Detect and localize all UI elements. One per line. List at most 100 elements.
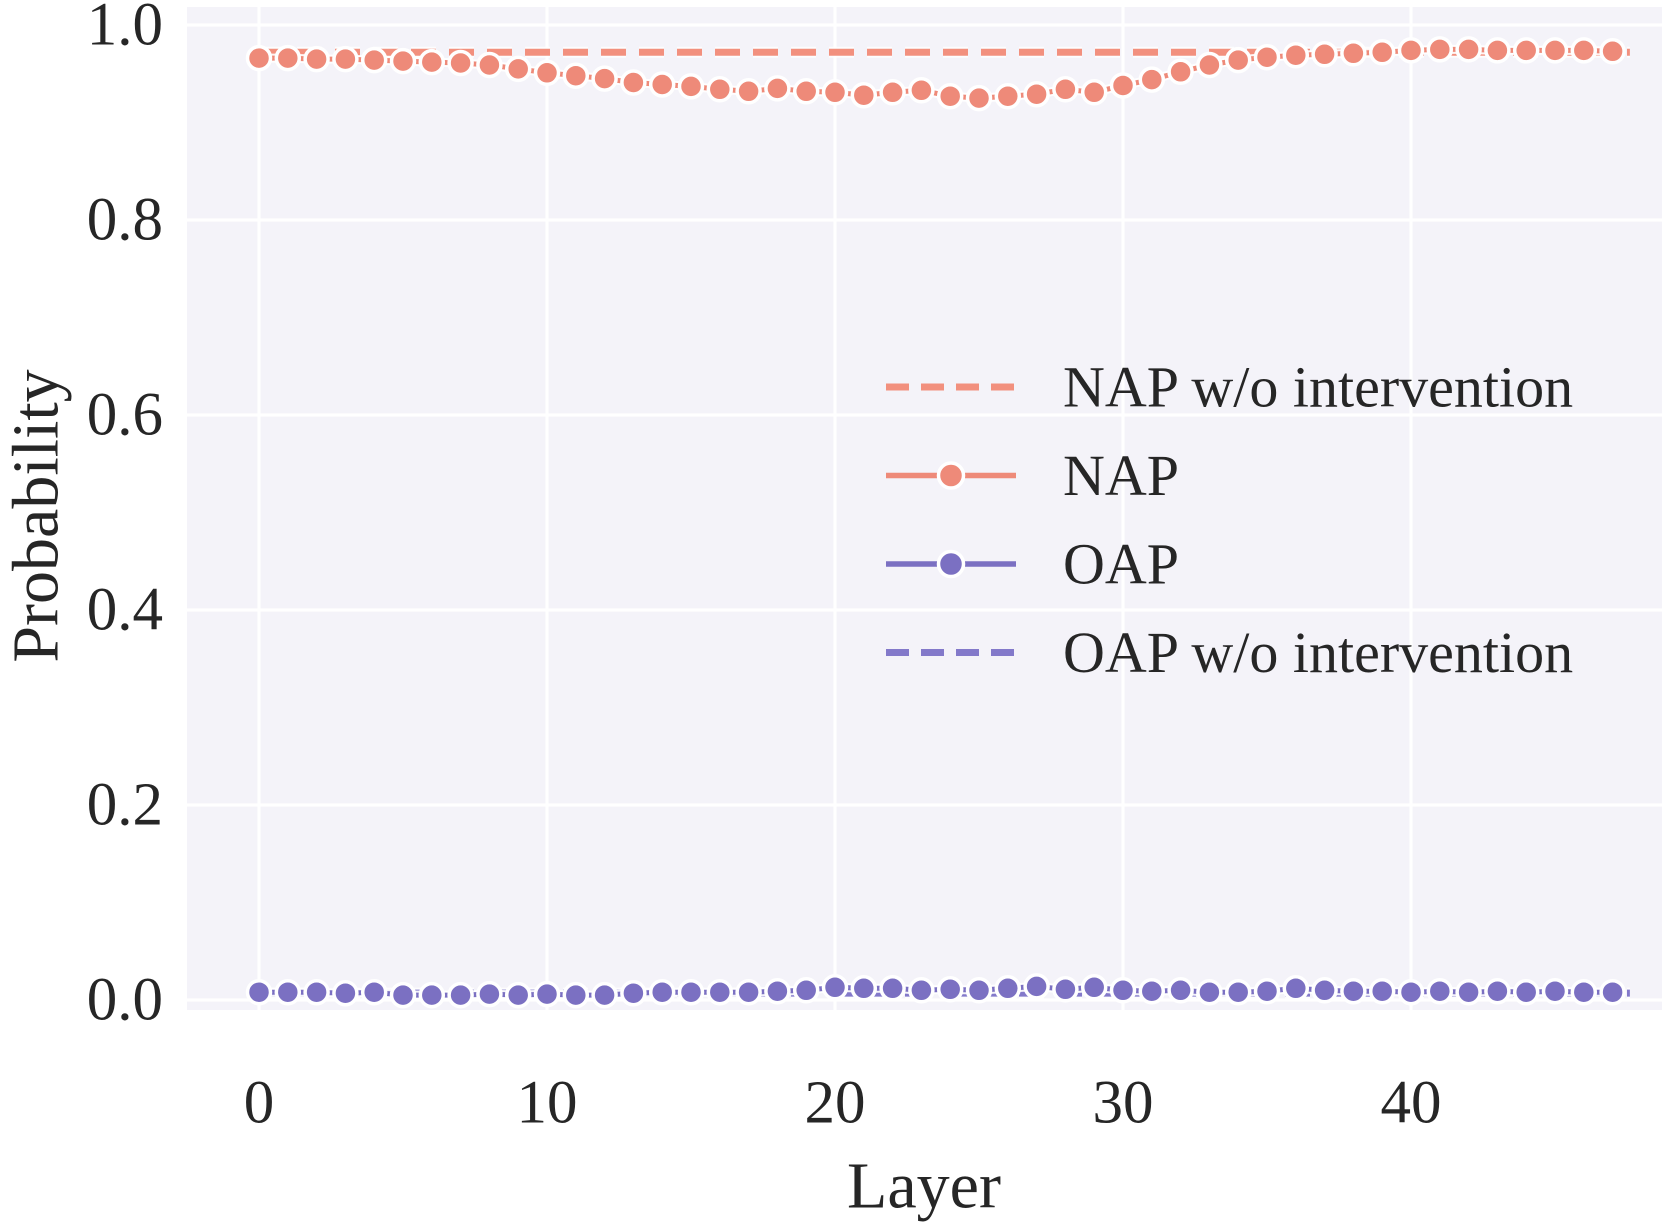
data-point-marker	[418, 48, 446, 76]
data-point-marker	[879, 79, 906, 106]
data-point-marker	[648, 978, 676, 1006]
data-point-marker	[332, 45, 359, 73]
data-point-marker	[274, 978, 302, 1006]
data-point-marker	[1138, 977, 1166, 1005]
data-point-marker	[245, 978, 273, 1006]
data-point-marker	[706, 76, 734, 103]
data-point-marker	[360, 978, 388, 1006]
x-tick-label: 40	[1381, 1070, 1442, 1137]
data-point-marker	[1224, 46, 1252, 74]
data-point-marker	[1080, 79, 1108, 106]
series-oap	[245, 973, 1626, 1009]
data-point-marker	[1512, 37, 1540, 64]
data-point-marker	[994, 82, 1022, 110]
data-point-marker	[1109, 977, 1137, 1004]
data-point-marker	[360, 46, 388, 74]
data-point-marker	[1253, 43, 1281, 71]
data-point-marker	[1455, 978, 1482, 1006]
data-point-marker	[1397, 978, 1425, 1006]
x-axis-label: Layer	[847, 1150, 1001, 1223]
x-tick-label: 10	[517, 1070, 578, 1137]
legend-label: NAP w/o intervention	[1063, 355, 1573, 420]
legend-label: OAP w/o intervention	[1063, 620, 1573, 685]
data-point-marker	[447, 49, 474, 77]
data-point-marker	[1052, 76, 1079, 103]
x-tick-label: 30	[1093, 1070, 1154, 1137]
legend-item-oap: OAP	[886, 532, 1179, 597]
legend-marker-sample	[936, 549, 966, 579]
data-point-marker	[1138, 66, 1166, 93]
data-point-marker	[591, 981, 618, 1009]
data-point-marker	[562, 62, 590, 89]
data-point-marker	[908, 77, 935, 104]
data-point-marker	[1080, 974, 1108, 1001]
x-tick-label: 20	[805, 1070, 866, 1137]
data-point-marker	[389, 981, 417, 1009]
legend-item-oap-w-o-intervention: OAP w/o intervention	[886, 620, 1573, 685]
plot-area	[187, 7, 1662, 1010]
data-point-marker	[1484, 37, 1511, 64]
data-point-marker	[1196, 978, 1223, 1006]
data-point-marker	[1311, 41, 1338, 68]
data-point-marker	[562, 981, 590, 1009]
data-point-marker	[1426, 36, 1454, 63]
data-point-marker	[792, 977, 820, 1004]
data-point-marker	[879, 975, 906, 1002]
data-point-marker	[533, 980, 561, 1008]
data-series	[245, 36, 1630, 1009]
data-point-marker	[1253, 977, 1281, 1005]
y-tick-label: 1.0	[87, 0, 163, 59]
data-point-marker	[1167, 977, 1194, 1004]
data-point-marker	[1512, 978, 1540, 1006]
legend-label: OAP	[1063, 532, 1179, 597]
data-point-marker	[1368, 39, 1396, 66]
data-point-marker	[965, 84, 993, 112]
data-point-marker	[1368, 977, 1396, 1005]
data-point-marker	[447, 981, 474, 1009]
data-point-marker	[1311, 977, 1338, 1004]
y-axis-label: Probability	[0, 369, 73, 662]
data-point-marker	[504, 981, 532, 1009]
data-point-marker	[476, 51, 503, 79]
data-point-marker	[476, 980, 503, 1008]
data-point-marker	[936, 976, 964, 1003]
data-point-marker	[735, 978, 762, 1006]
y-tick-label: 0.2	[87, 772, 163, 839]
y-axis-tick-labels: 0.0 0.2 0.4 0.6 0.8 1.0	[87, 0, 163, 1034]
data-point-marker	[1570, 37, 1598, 64]
data-point-marker	[792, 78, 820, 105]
y-tick-label: 0.4	[87, 577, 163, 644]
data-point-marker	[591, 65, 618, 92]
data-point-marker	[1340, 40, 1367, 67]
data-point-marker	[1426, 977, 1454, 1005]
data-point-marker	[533, 59, 561, 87]
data-point-marker	[1541, 977, 1569, 1005]
data-point-marker	[850, 975, 878, 1002]
data-point-marker	[1397, 37, 1425, 64]
data-point-marker	[1570, 978, 1598, 1006]
legend-item-nap: NAP	[886, 443, 1179, 508]
data-point-marker	[1599, 978, 1626, 1006]
x-axis-tick-labels: 0 10 20 30 40	[244, 1070, 1442, 1137]
data-point-marker	[504, 55, 532, 83]
data-point-marker	[1599, 38, 1626, 65]
data-point-marker	[677, 73, 705, 100]
data-point-marker	[1541, 37, 1569, 64]
data-point-marker	[908, 977, 935, 1004]
data-point-marker	[1484, 977, 1511, 1005]
data-point-marker	[1167, 58, 1194, 86]
data-point-marker	[1023, 973, 1050, 1000]
data-point-marker	[1196, 51, 1223, 79]
data-point-marker	[706, 978, 734, 1006]
gridlines	[187, 7, 1662, 1010]
y-tick-label: 0.6	[87, 382, 163, 449]
data-point-marker	[648, 71, 676, 98]
data-point-marker	[274, 44, 302, 72]
data-point-marker	[418, 981, 446, 1009]
data-point-marker	[1340, 977, 1367, 1005]
data-point-marker	[1224, 978, 1252, 1006]
legend-marker-sample	[936, 461, 966, 490]
data-point-marker	[1109, 72, 1137, 99]
